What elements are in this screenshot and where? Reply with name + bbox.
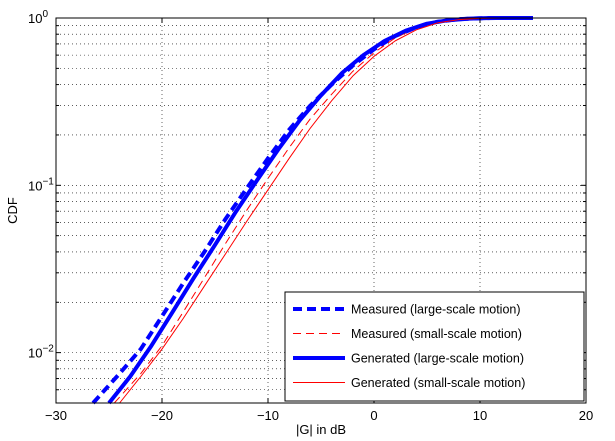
series-line-4 [119,17,533,404]
plot-frame [55,17,587,404]
legend-label-3: Generated (large-scale motion) [351,352,524,366]
x-tick-label: 0 [370,408,377,423]
x-tick-label: 10 [473,408,487,423]
axes [55,17,587,404]
series-line-3 [107,16,533,405]
legend-label-1: Measured (large-scale motion) [351,303,521,317]
x-axis-label: |G| in dB [296,422,346,437]
x-tick-label: −30 [45,408,67,423]
legend: Measured (large-scale motion) Measured (s… [284,291,585,402]
series-layer [91,16,533,405]
x-tick-label: 20 [579,408,593,423]
legend-label-4: Generated (small-scale motion) [351,376,525,390]
x-tick-label: −10 [257,408,279,423]
y-axis-label: CDF [5,197,20,224]
legend-label-2: Measured (small-scale motion) [351,327,522,341]
x-tick-label: −20 [151,408,173,423]
